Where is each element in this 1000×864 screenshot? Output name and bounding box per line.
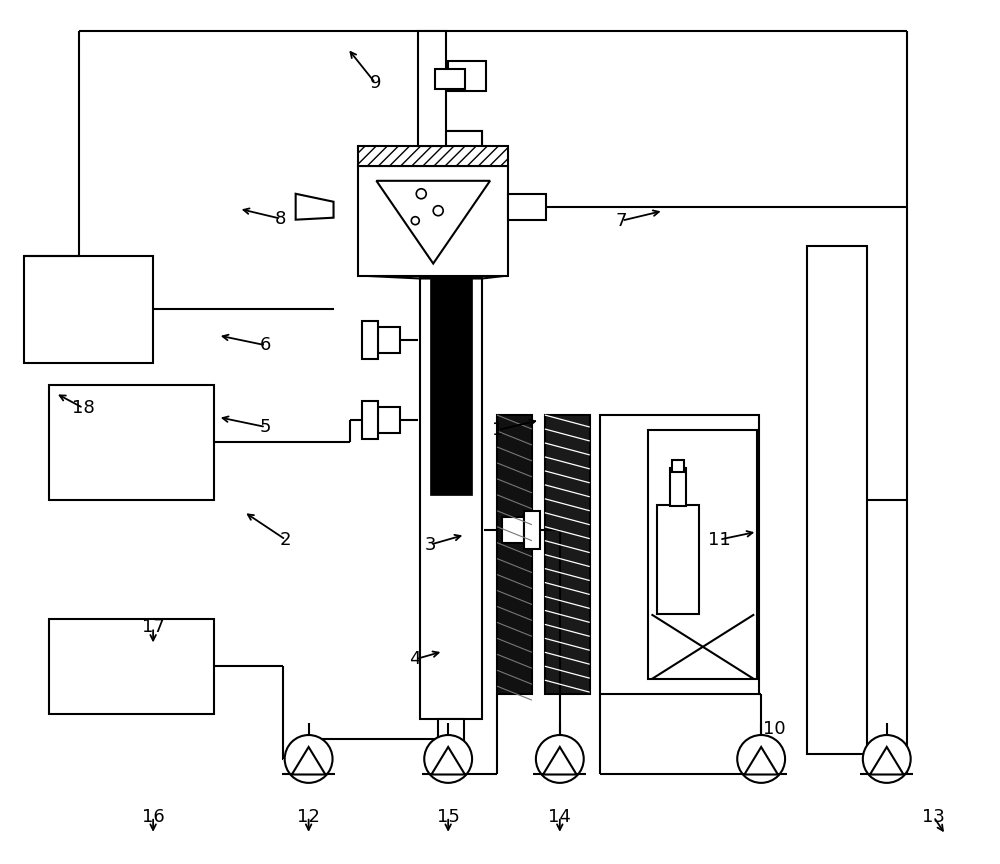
Text: 1: 1 — [492, 421, 504, 439]
Polygon shape — [870, 747, 903, 774]
Bar — [508, 194, 546, 219]
Polygon shape — [431, 747, 465, 774]
Text: 2: 2 — [280, 530, 291, 549]
Text: 4: 4 — [410, 651, 421, 668]
Bar — [420, 131, 482, 278]
Bar — [430, 176, 472, 495]
Text: 16: 16 — [142, 808, 164, 826]
Bar — [358, 166, 508, 276]
Text: 9: 9 — [370, 74, 381, 92]
Bar — [807, 245, 867, 754]
Bar — [49, 385, 214, 499]
Polygon shape — [376, 181, 490, 264]
Bar — [438, 719, 464, 747]
Bar — [378, 407, 400, 433]
Circle shape — [411, 217, 419, 225]
Circle shape — [863, 735, 911, 783]
Polygon shape — [358, 276, 508, 278]
Bar — [670, 468, 686, 505]
Circle shape — [433, 206, 443, 216]
Text: 7: 7 — [616, 212, 627, 230]
Polygon shape — [744, 747, 778, 774]
Bar — [600, 415, 759, 694]
Text: 18: 18 — [72, 399, 95, 417]
Text: 3: 3 — [424, 536, 436, 554]
Bar — [672, 460, 684, 472]
Text: 10: 10 — [763, 720, 785, 738]
Circle shape — [536, 735, 584, 783]
Bar — [435, 69, 465, 89]
Text: 17: 17 — [142, 619, 165, 637]
Bar — [648, 430, 757, 679]
Circle shape — [285, 735, 333, 783]
Text: 15: 15 — [437, 808, 460, 826]
Text: 6: 6 — [260, 336, 271, 354]
Bar — [448, 61, 486, 91]
Bar — [497, 415, 532, 694]
Text: 8: 8 — [275, 210, 286, 228]
Bar — [378, 327, 400, 353]
Polygon shape — [296, 194, 334, 219]
Bar — [545, 415, 590, 694]
Bar — [358, 146, 508, 166]
Text: 11: 11 — [708, 530, 731, 549]
Circle shape — [737, 735, 785, 783]
Circle shape — [424, 735, 472, 783]
Bar — [420, 131, 482, 719]
Bar — [24, 256, 153, 363]
Bar — [657, 505, 699, 614]
Bar — [362, 321, 378, 359]
Bar — [418, 31, 446, 146]
Text: 13: 13 — [922, 808, 945, 826]
Bar — [524, 511, 540, 549]
Bar — [362, 401, 378, 439]
Bar — [502, 517, 524, 543]
Polygon shape — [543, 747, 577, 774]
Text: 14: 14 — [548, 808, 571, 826]
Bar — [49, 619, 214, 714]
Text: 5: 5 — [260, 418, 272, 436]
Polygon shape — [292, 747, 325, 774]
Circle shape — [416, 189, 426, 199]
Text: 12: 12 — [297, 808, 320, 826]
